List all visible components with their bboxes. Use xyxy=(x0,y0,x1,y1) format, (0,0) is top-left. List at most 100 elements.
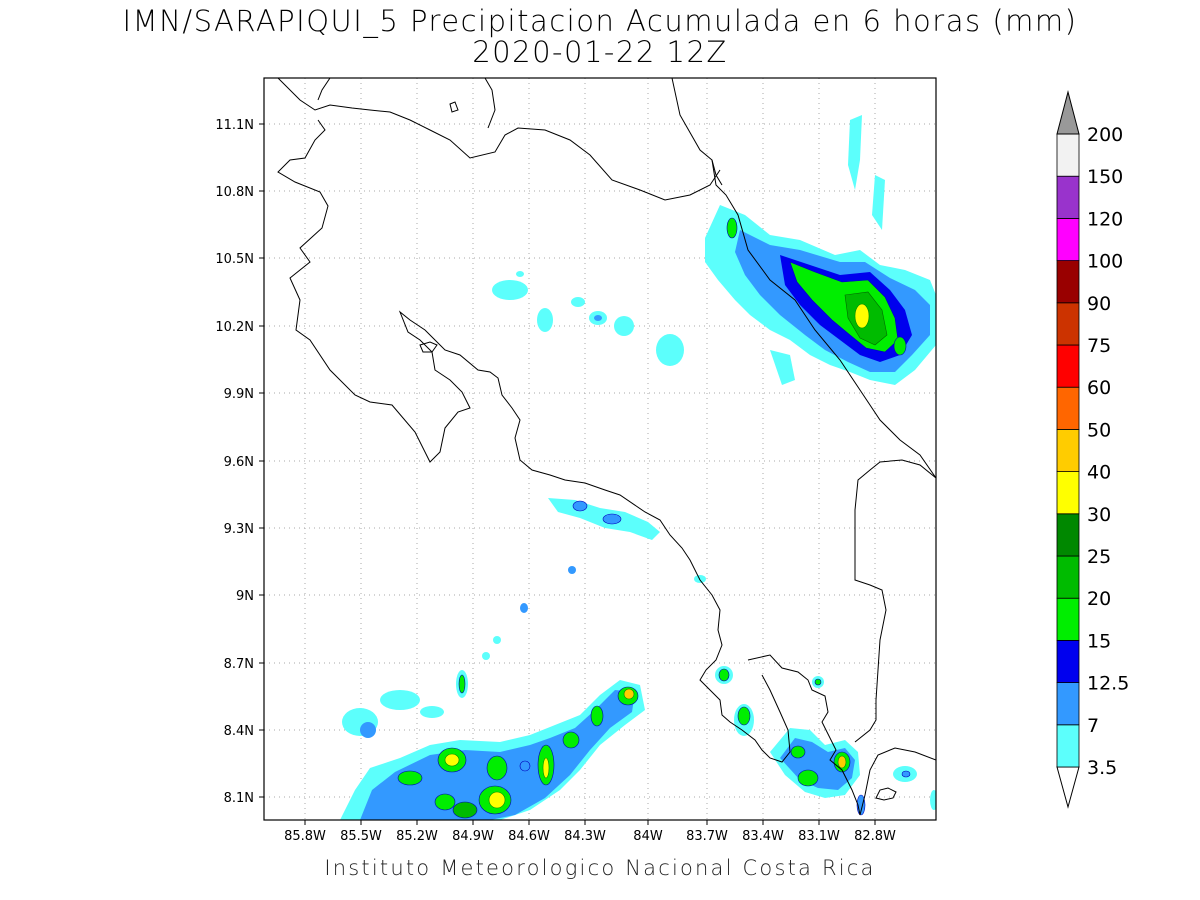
precip-cell-osa-1-core xyxy=(718,668,730,682)
precip-band-caribbean xyxy=(705,115,936,385)
colorbar-swatch xyxy=(1056,640,1080,684)
latitude-tick-label: 8.7N xyxy=(224,657,254,672)
latitude-tick-label: 11.1N xyxy=(215,118,254,133)
latitude-tick-label: 8.4N xyxy=(224,724,254,739)
coastline-pacific-nicoya xyxy=(277,119,791,763)
colorbar-swatch xyxy=(1056,344,1080,388)
latitude-tick-label: 9.6N xyxy=(224,455,254,470)
precip-blob-caribbean-south xyxy=(770,350,795,385)
colorbar-label: 25 xyxy=(1087,546,1111,568)
colorbar-swatch xyxy=(1056,302,1080,346)
colorbar-label: 60 xyxy=(1087,377,1111,399)
precip-core-caribbean xyxy=(854,303,870,329)
colorbar-label: 100 xyxy=(1087,251,1123,273)
colorbar-label: 200 xyxy=(1087,124,1123,146)
precip-cell-south-13 xyxy=(380,690,420,710)
coastline-nicaragua-lake xyxy=(277,78,721,201)
precip-cell-south-18 xyxy=(482,652,490,660)
precip-cell-south-10-core xyxy=(623,688,635,700)
precip-cell-south-11 xyxy=(519,760,531,772)
latitude-tick-label: 10.2N xyxy=(215,320,254,335)
precip-cell-south-2 xyxy=(486,755,508,781)
coastline-burica xyxy=(859,747,936,816)
colorbar-label: 7 xyxy=(1087,715,1099,737)
latitude-tick-label: 10.5N xyxy=(215,252,254,267)
precip-cell-south-15 xyxy=(360,722,376,738)
colorbar-label: 12.5 xyxy=(1087,673,1129,695)
map-title: IMN/SARAPIQUI_5 Precipitacion Acumulada … xyxy=(122,4,1078,38)
plot-frame xyxy=(263,77,937,821)
colorbar-swatch xyxy=(1056,386,1080,430)
coastline-nicoya-inner xyxy=(419,341,438,353)
colorbar-label: 15 xyxy=(1087,630,1111,652)
coastline-nicaragua-north xyxy=(484,78,496,129)
precip-cell-south-16 xyxy=(420,706,444,718)
colorbar-swatch xyxy=(1056,682,1080,726)
colorbar-label: 50 xyxy=(1087,419,1111,441)
coastline-ne-bay xyxy=(711,159,723,186)
longitude-tick-label: 85.5W xyxy=(340,829,382,844)
precip-cell-central-7 xyxy=(656,334,684,366)
precip-cell-golfito-4-core xyxy=(814,678,822,686)
precip-cell-osa-2-core xyxy=(737,706,751,726)
map-subtitle-date: 2020-01-22 12Z xyxy=(472,35,728,69)
colorbar-under-triangle xyxy=(1056,766,1080,809)
precip-cell-edge xyxy=(930,790,936,810)
precip-band-pacific xyxy=(520,498,706,613)
colorbar-swatch xyxy=(1056,260,1080,304)
precip-cell-golfito-1 xyxy=(790,745,806,759)
latitude-tick-label: 9.3N xyxy=(224,522,254,537)
precip-cell-south-1-core xyxy=(444,753,460,767)
longitude-axis: 85.8W 85.5W 85.2W 84.9W 84.6W 84.3W 84W 83.7W 83… xyxy=(284,820,896,844)
precip-south-pacific xyxy=(340,636,645,820)
longitude-tick-label: 84.9W xyxy=(452,829,494,844)
longitude-tick-label: 84.6W xyxy=(508,829,550,844)
coastline-golfo-dulce xyxy=(747,654,861,816)
colorbar-swatch xyxy=(1056,471,1080,515)
colorbar-label: 75 xyxy=(1087,335,1111,357)
coastline-panama-pacific xyxy=(875,787,897,801)
latitude-axis: 11.1N 10.8N 10.5N 10.2N 9.9N 9.6N 9.3N 9N 8.7N 8.… xyxy=(215,118,264,806)
colorbar-label: 150 xyxy=(1087,166,1123,188)
precip-cell-south-8 xyxy=(562,731,580,749)
precip-cell-central-8 xyxy=(516,271,524,277)
precip-cell-central-2 xyxy=(537,308,553,332)
precip-cell-golfito-core xyxy=(837,755,847,769)
colorbar-label: 20 xyxy=(1087,588,1111,610)
colorbar-swatch xyxy=(1056,428,1080,472)
precip-cell-south-5 xyxy=(452,801,478,819)
precip-cell-pacific-4 xyxy=(520,603,528,613)
precip-south-coastal xyxy=(715,666,936,816)
longitude-tick-label: 83.7W xyxy=(686,829,728,844)
precip-cell-golfito-2 xyxy=(797,769,819,787)
colorbar-swatch xyxy=(1056,724,1080,768)
precip-cell-central-5 xyxy=(594,315,602,321)
precip-cell-pacific-1 xyxy=(572,500,588,512)
colorbar-label: 40 xyxy=(1087,462,1111,484)
precip-cell-central-1 xyxy=(492,280,528,300)
colorbar-swatch xyxy=(1056,513,1080,557)
colorbar-label: 120 xyxy=(1087,208,1123,230)
colorbar-legend: 3.5 7 12.5 15 20 25 30 40 50 60 75 90 100 120 150 200 xyxy=(1056,90,1129,809)
latitude-tick-label: 9N xyxy=(236,589,254,604)
colorbar-label: 90 xyxy=(1087,293,1111,315)
coastline-island-north xyxy=(449,101,459,113)
precip-cell-caribbean-east xyxy=(893,336,907,356)
precip-central-cells xyxy=(492,271,684,366)
colorbar-swatch xyxy=(1056,555,1080,599)
precip-cell-pacific-2 xyxy=(602,513,622,525)
map-footer-credit: Instituto Meteorologico Nacional Costa R… xyxy=(324,856,876,880)
precip-streak-north xyxy=(848,115,862,190)
longitude-tick-label: 83.1W xyxy=(798,829,840,844)
longitude-tick-label: 83.4W xyxy=(742,829,784,844)
precip-cell-central-3 xyxy=(571,297,585,307)
colorbar-over-triangle xyxy=(1056,90,1080,135)
map-grid xyxy=(264,78,936,820)
precip-cell-south-7-core xyxy=(542,757,550,779)
precip-cell-south-17 xyxy=(493,636,501,644)
precip-cell-south-4 xyxy=(434,793,456,811)
precip-streak-east xyxy=(872,175,885,230)
longitude-tick-label: 85.8W xyxy=(284,829,326,844)
longitude-tick-label: 84W xyxy=(633,829,663,844)
